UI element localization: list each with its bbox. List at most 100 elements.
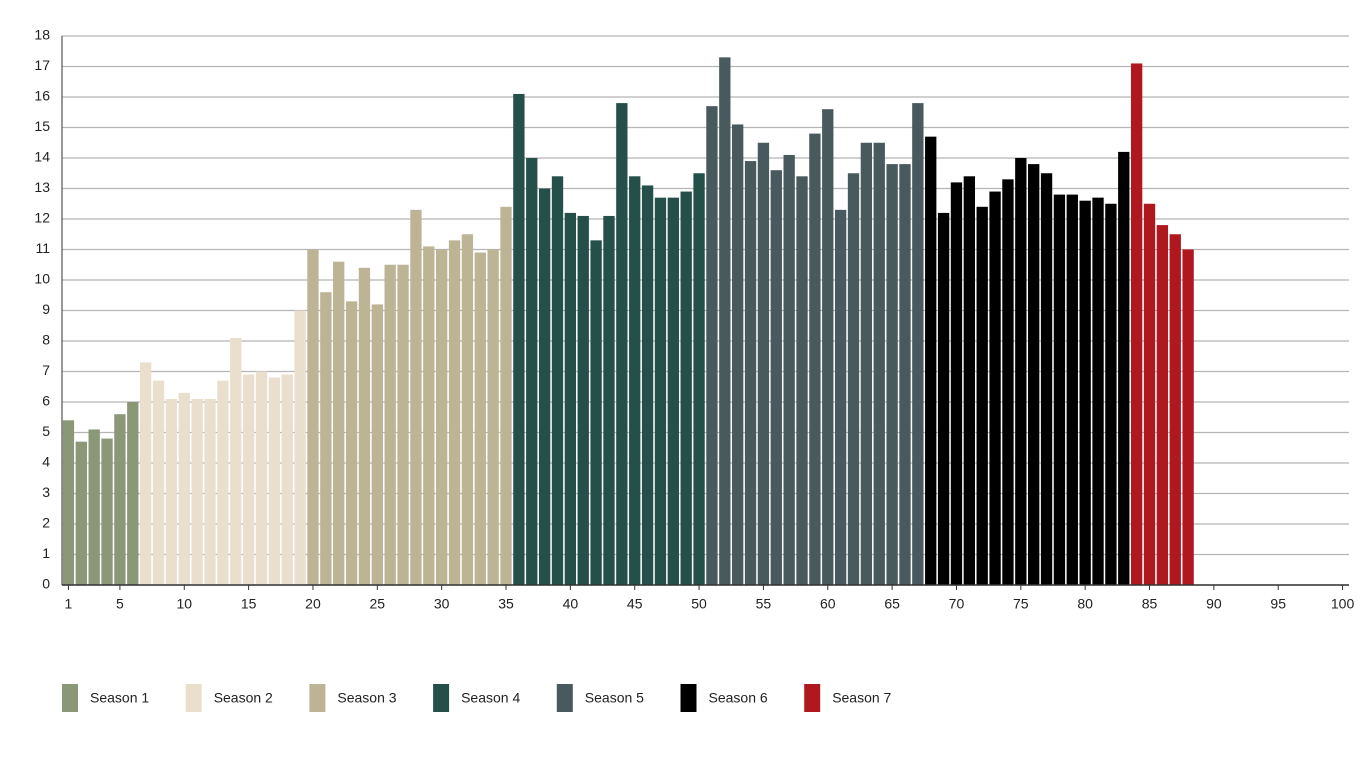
bar: [230, 337, 242, 585]
legend-label: Season 2: [214, 690, 273, 706]
bar: [590, 240, 602, 585]
bar: [255, 371, 268, 585]
bar: [770, 170, 782, 585]
bar: [526, 158, 538, 585]
bar: [719, 57, 731, 586]
bar: [603, 215, 615, 585]
bar: [1002, 179, 1014, 585]
bar: [410, 209, 422, 585]
bar: [783, 154, 795, 585]
bar: [1066, 194, 1078, 585]
bar: [860, 142, 873, 585]
bar: [281, 374, 293, 585]
bar: [1182, 249, 1194, 585]
bar: [139, 362, 152, 585]
legend-swatch: [680, 684, 697, 712]
legend-label: Season 1: [90, 690, 149, 706]
y-tick-label: 0: [42, 576, 50, 592]
bar: [809, 133, 821, 585]
bar: [500, 206, 512, 586]
bar: [1105, 203, 1117, 585]
bar: [448, 240, 461, 585]
bar: [641, 185, 654, 585]
bar: [307, 249, 319, 585]
bar: [204, 398, 216, 585]
x-tick-label: 55: [756, 596, 772, 612]
x-tick-label: 20: [305, 596, 321, 612]
bar: [371, 304, 383, 585]
bar: [1028, 164, 1040, 585]
x-tick-label: 95: [1270, 596, 1286, 612]
bar: [963, 176, 975, 586]
bar: [822, 109, 834, 585]
x-tick-label: 1: [65, 596, 73, 612]
bar: [912, 103, 924, 585]
bar: [680, 191, 692, 586]
x-tick-label: 5: [116, 596, 124, 612]
bar: [796, 176, 808, 586]
y-tick-label: 12: [34, 210, 50, 226]
y-tick-label: 3: [42, 484, 50, 500]
legend-swatch: [309, 684, 326, 712]
y-tick-label: 9: [42, 301, 50, 317]
legend-label: Season 4: [461, 690, 520, 706]
x-tick-label: 50: [691, 596, 707, 612]
bar: [551, 176, 564, 586]
y-tick-label: 2: [42, 515, 50, 531]
bar: [1143, 203, 1156, 585]
bar: [732, 124, 744, 585]
y-tick-label: 11: [35, 240, 50, 256]
bar: [62, 420, 75, 585]
bar: [847, 173, 860, 585]
bar: [886, 164, 898, 585]
bar: [345, 301, 358, 585]
bar: [397, 264, 409, 585]
bar: [75, 441, 87, 585]
legend-label: Season 7: [832, 690, 891, 706]
bar: [268, 377, 281, 585]
bar: [191, 398, 203, 585]
bar: [757, 142, 770, 585]
bar: [127, 402, 139, 585]
bar: [333, 261, 345, 585]
bar: [989, 191, 1001, 586]
x-tick-label: 100: [1331, 596, 1355, 612]
bar: [1169, 234, 1181, 585]
bar: [1040, 173, 1053, 585]
x-tick-label: 45: [627, 596, 643, 612]
y-tick-label: 18: [34, 27, 50, 43]
bar: [654, 197, 667, 585]
x-tick-label: 85: [1142, 596, 1158, 612]
bar: [937, 212, 950, 585]
bar: [436, 249, 448, 585]
y-tick-label: 7: [42, 362, 50, 378]
bar: [976, 206, 988, 586]
bar: [88, 429, 100, 585]
bar: [744, 161, 757, 586]
legend-swatch: [62, 684, 78, 712]
y-tick-label: 10: [34, 271, 50, 287]
bar: [1118, 151, 1130, 585]
bar: [1156, 225, 1169, 585]
bar: [1079, 200, 1091, 585]
bar: [513, 93, 525, 585]
bar: [423, 246, 435, 585]
bar: [950, 182, 963, 585]
y-tick-label: 6: [42, 393, 50, 409]
bar: [873, 142, 885, 585]
y-tick-label: 14: [34, 149, 50, 165]
bar: [577, 215, 589, 585]
bar: [899, 164, 911, 585]
bar: [294, 310, 306, 585]
bar: [487, 249, 499, 585]
x-tick-label: 65: [884, 596, 900, 612]
legend-swatch: [556, 684, 573, 712]
y-tick-label: 15: [34, 118, 50, 134]
x-tick-label: 90: [1206, 596, 1222, 612]
x-tick-label: 75: [1013, 596, 1029, 612]
bar: [834, 209, 847, 585]
bar: [114, 414, 126, 585]
x-tick-label: 35: [498, 596, 514, 612]
